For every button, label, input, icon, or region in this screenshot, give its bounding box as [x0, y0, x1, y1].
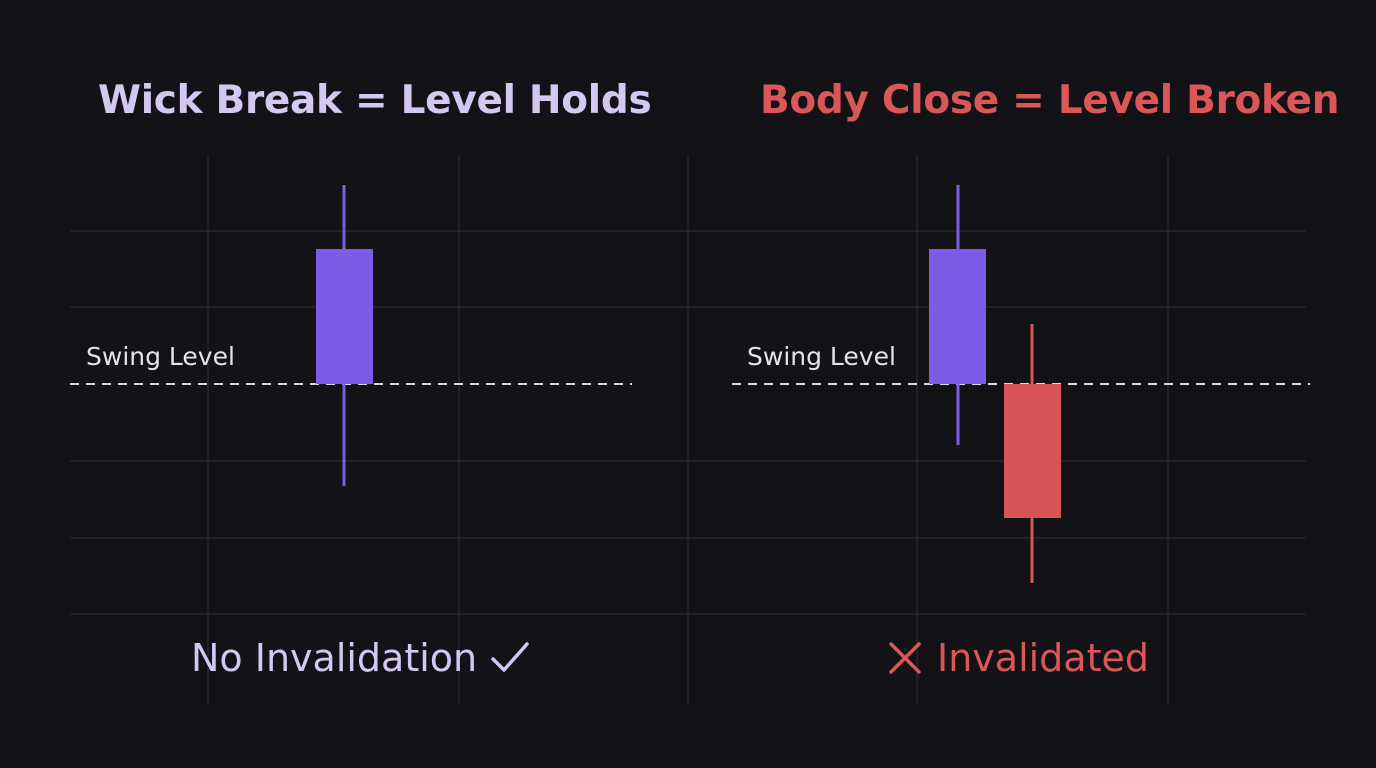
caption-left: No Invalidation	[191, 636, 531, 680]
candle-body	[929, 249, 986, 384]
cross-icon	[889, 642, 921, 674]
candle-body	[1004, 384, 1061, 518]
caption-right-text: Invalidated	[937, 636, 1149, 680]
candle-bullish	[929, 185, 986, 445]
candle-body	[316, 249, 373, 384]
candle-bearish-body-close	[1004, 324, 1061, 583]
title-right: Body Close = Level Broken	[760, 78, 1340, 123]
caption-right: Invalidated	[887, 636, 1149, 680]
candle-wick-break	[316, 185, 373, 486]
title-left: Wick Break = Level Holds	[98, 78, 652, 123]
caption-left-text: No Invalidation	[191, 636, 478, 680]
swing-level-label-left: Swing Level	[86, 342, 235, 371]
check-icon	[491, 642, 529, 672]
swing-level-label-right: Swing Level	[747, 342, 896, 371]
